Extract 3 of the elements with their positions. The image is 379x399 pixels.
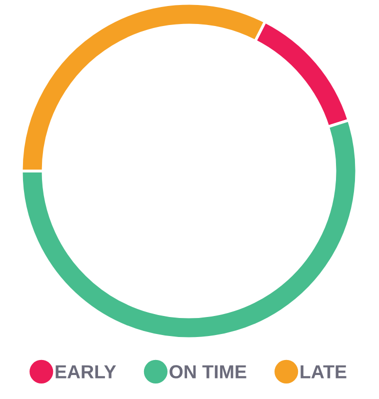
legend-label: LATE: [300, 365, 346, 378]
legend-label: EARLY: [56, 365, 116, 378]
legend-label: ON TIME: [170, 365, 246, 378]
